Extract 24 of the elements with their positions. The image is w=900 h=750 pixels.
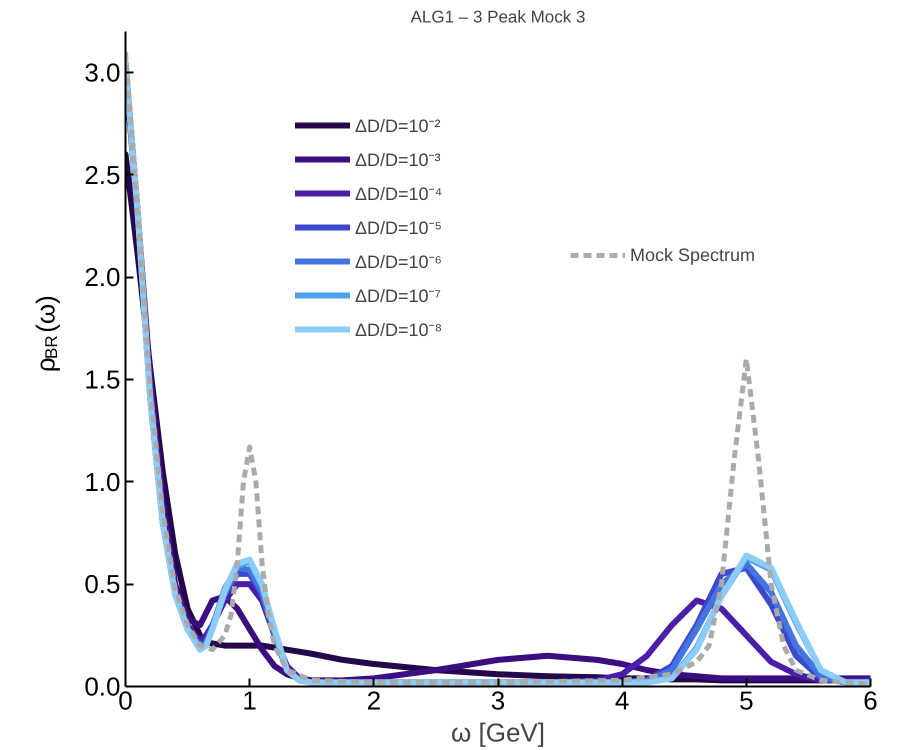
x-tick-label: 1 [242, 686, 257, 716]
legend-label: ΔD/D=10⁻⁸ [355, 319, 442, 341]
x-tick-label: 5 [739, 686, 754, 716]
x-tick-label: 4 [614, 686, 630, 716]
legend-label: ΔD/D=10⁻⁵ [355, 217, 442, 239]
chart-title: ALG1 – 3 Peak Mock 3 [410, 8, 586, 26]
y-tick-label: 1.0 [84, 466, 121, 497]
y-tick-label: 2.5 [84, 160, 121, 190]
y-tick-label: 1.5 [84, 364, 121, 394]
y-tick-label: 3.0 [84, 57, 121, 88]
legend-label: ΔD/D=10⁻⁷ [355, 285, 442, 307]
x-axis-title: ω [GeV] [451, 718, 545, 748]
legend-label: ΔD/D=10⁻³ [355, 149, 441, 171]
x-tick-label: 6 [863, 686, 878, 716]
legend-label: Mock Spectrum [630, 244, 756, 266]
x-tick-label: 0 [118, 686, 133, 716]
y-tick-label: 0.5 [84, 569, 121, 600]
x-tick-label: 3 [490, 686, 506, 716]
y-axis-title: ρBR(ω) [30, 295, 61, 372]
legend-label: ΔD/D=10⁻² [355, 115, 441, 137]
legend-label: ΔD/D=10⁻⁴ [355, 183, 442, 205]
y-tick-label: 2.0 [84, 262, 121, 292]
x-tick-label: 2 [366, 686, 382, 716]
legend-label: ΔD/D=10⁻⁶ [355, 251, 442, 273]
